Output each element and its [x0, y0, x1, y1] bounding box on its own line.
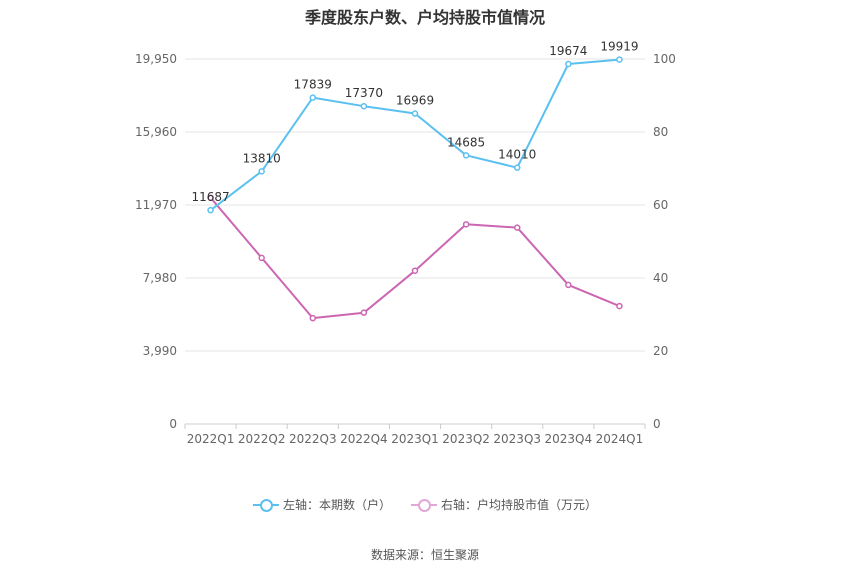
left-tick-label: 0: [169, 417, 177, 431]
x-tick-label: 2023Q4: [545, 432, 593, 446]
data-point-left: [207, 206, 214, 214]
data-point-right: [513, 224, 521, 231]
x-tick-label: 2023Q2: [442, 432, 490, 446]
legend-label-right: 右轴：户均持股市值（万元）: [441, 498, 598, 512]
legend-label-left: 左轴：本期数（户）: [282, 498, 391, 512]
data-point-right: [565, 281, 572, 289]
source-text: 数据来源：恒生聚源: [370, 548, 479, 562]
legend-swatch-left: [252, 498, 279, 512]
data-point-right: [411, 267, 419, 274]
data-point-right: [309, 314, 317, 322]
data-point-right: [207, 194, 214, 201]
x-tick-label: 2024Q1: [596, 432, 644, 446]
x-tick-label: 2022Q4: [340, 432, 388, 446]
left-tick-label: 3,990: [143, 344, 177, 358]
legend-item-left[interactable]: 左轴：本期数（户）: [252, 496, 391, 513]
x-tick-label: 2022Q2: [238, 432, 286, 446]
right-tick-label: 0: [653, 417, 661, 431]
left-tick-label: 19,950: [135, 52, 177, 66]
x-tick-label: 2022Q3: [289, 432, 337, 446]
right-tick-label: 80: [653, 125, 668, 139]
data-label: 14685: [447, 135, 485, 149]
data-point-left: [258, 168, 265, 175]
data-label: 13810: [243, 151, 281, 165]
legend-swatch-right: [411, 498, 437, 512]
series-line-right: [209, 197, 620, 320]
data-point-left: [411, 110, 419, 117]
data-point-left: [616, 56, 623, 63]
data-label: 14010: [498, 148, 536, 162]
data-label: 19919: [600, 40, 638, 54]
data-label: 11687: [191, 190, 229, 204]
data-point-right: [616, 302, 623, 310]
series-line-left: [209, 58, 620, 211]
right-tick-label: 60: [653, 198, 668, 212]
legend: 左轴：本期数（户） 右轴：户均持股市值（万元）: [0, 496, 850, 513]
x-tick-label: 2023Q1: [391, 432, 439, 446]
data-label: 16969: [396, 94, 434, 108]
data-point-left: [565, 60, 572, 68]
right-tick-label: 100: [653, 52, 676, 66]
data-point-left: [462, 152, 470, 159]
data-point-right: [258, 254, 265, 262]
x-tick-label: 2023Q3: [493, 432, 541, 446]
right-tick-label: 20: [653, 344, 668, 358]
data-point-left: [309, 94, 317, 101]
data-point-right: [360, 309, 368, 316]
left-tick-label: 11,970: [135, 198, 177, 212]
chart-title: 季度股东户数、户均持股市值情况: [304, 8, 545, 27]
right-tick-label: 40: [653, 271, 668, 285]
legend-item-right[interactable]: 右轴：户均持股市值（万元）: [411, 496, 597, 513]
data-point-left: [360, 102, 368, 110]
data-label: 17839: [294, 78, 332, 92]
data-label: 17370: [345, 86, 383, 100]
data-point-left: [513, 164, 521, 171]
left-tick-label: 15,960: [135, 125, 177, 139]
data-label: 19674: [549, 44, 587, 58]
data-point-right: [462, 221, 470, 228]
x-tick-label: 2022Q1: [187, 432, 235, 446]
left-tick-label: 7,980: [143, 271, 177, 285]
